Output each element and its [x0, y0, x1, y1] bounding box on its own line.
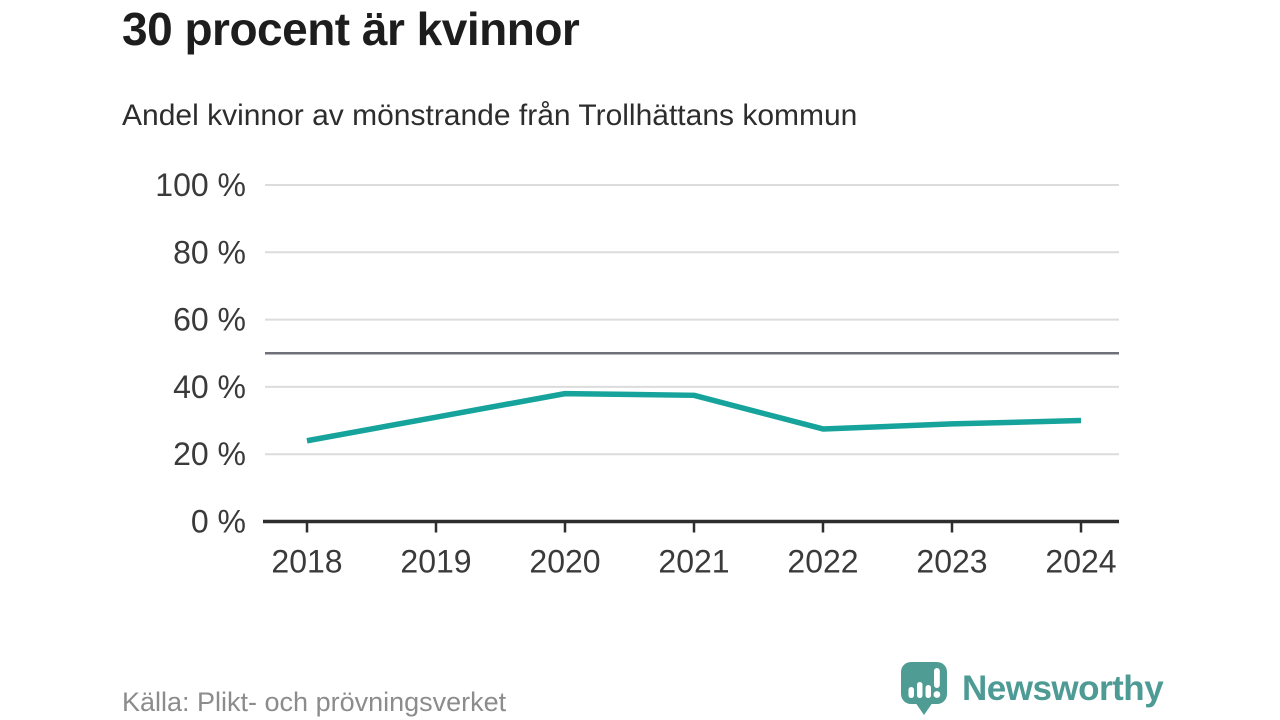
y-axis-tick-label: 100 % — [155, 167, 246, 203]
newsworthy-logo: Newsworthy — [898, 661, 1164, 717]
x-axis-tick-label: 2021 — [658, 544, 729, 580]
y-axis-tick-label: 0 % — [191, 504, 246, 540]
newsworthy-wordmark: Newsworthy — [962, 669, 1164, 708]
x-axis-tick-label: 2019 — [400, 544, 471, 580]
y-axis-tick-label: 40 % — [173, 369, 246, 405]
line-chart-plot-area: 0 % 20 % 40 % 60 % 80 % 100 % 2018 2019 2020 2021… — [155, 167, 1119, 580]
chart-subtitle: Andel kvinnor av mönstrande från Trollhä… — [122, 99, 858, 132]
x-axis-tick-label: 2024 — [1045, 544, 1116, 580]
chart-title: 30 procent är kvinnor — [122, 3, 580, 55]
x-axis-tick-label: 2018 — [271, 544, 342, 580]
x-axis-tick-label: 2020 — [529, 544, 600, 580]
y-axis-tick-label: 60 % — [173, 302, 246, 338]
data-line-andel-kvinnor — [306, 390, 1082, 444]
source-note: Källa: Plikt- och prövningsverket — [122, 687, 507, 717]
x-axis-tick-label: 2023 — [916, 544, 987, 580]
x-axis-tick-label: 2022 — [787, 544, 858, 580]
y-axis-tick-label: 80 % — [173, 234, 246, 270]
newsworthy-bubble-chart-icon — [901, 662, 947, 715]
y-axis-tick-label: 20 % — [173, 436, 246, 472]
